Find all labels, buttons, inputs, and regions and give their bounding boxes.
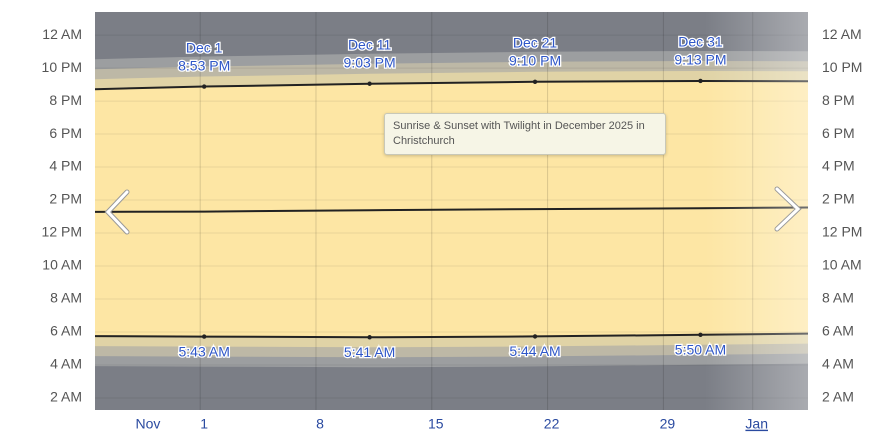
y-tick-label-right: 10 PM: [822, 59, 862, 75]
time-label: 9:13 PM: [674, 52, 726, 68]
y-tick-label: 12 AM: [42, 26, 82, 42]
y-tick-label: 10 PM: [42, 59, 82, 75]
y-tick-label-right: 12 PM: [822, 224, 862, 240]
x-tick-label: 8: [316, 416, 324, 432]
point: [698, 332, 703, 337]
y-tick-label-right: 6 AM: [822, 323, 854, 339]
y-tick-label: 4 AM: [50, 356, 82, 372]
point: [698, 78, 703, 84]
x-tick-label: 15: [428, 416, 444, 432]
date-label: Dec 21: [513, 34, 558, 50]
point: [532, 334, 538, 339]
time-label: 5:44 AM: [509, 343, 560, 359]
date-label: Dec 11: [348, 36, 392, 52]
tooltip: Sunrise & Sunset with Twilight in Decemb…: [384, 113, 666, 155]
prev-arrow-inner[interactable]: [105, 190, 129, 234]
x-tick-label: Jan: [745, 416, 768, 432]
y-tick-label-right: 4 PM: [822, 158, 855, 174]
time-label: 5:43 AM: [178, 343, 229, 359]
time-label: 8:53 PM: [178, 57, 230, 73]
x-tick-label: 22: [544, 416, 560, 432]
x-tick-label: 1: [200, 416, 208, 432]
next-month-shade: [705, 12, 808, 410]
x-tick-label: Nov: [135, 416, 160, 432]
time-label: 5:41 AM: [344, 344, 395, 360]
y-tick-label-right: 2 PM: [822, 191, 855, 207]
y-tick-label: 6 AM: [50, 323, 82, 339]
point: [367, 81, 372, 86]
y-tick-label: 8 PM: [49, 92, 82, 108]
point: [367, 335, 372, 340]
y-tick-label: 4 PM: [49, 158, 82, 174]
point: [201, 334, 207, 339]
time-label: 5:50 AM: [675, 341, 726, 357]
y-tick-label-right: 12 AM: [822, 26, 862, 42]
y-tick-label-right: 4 AM: [822, 356, 854, 372]
y-tick-label-right: 10 AM: [822, 257, 862, 273]
time-label: 9:10 PM: [509, 52, 561, 68]
y-tick-label-right: 8 PM: [822, 92, 855, 108]
y-tick-label: 2 AM: [50, 389, 82, 405]
y-tick-label: 8 AM: [50, 290, 82, 306]
y-tick-label: 6 PM: [49, 125, 82, 141]
point: [532, 79, 538, 84]
y-tick-label: 12 PM: [42, 224, 82, 240]
date-label: Dec 31: [678, 34, 723, 50]
y-tick-label: 2 PM: [49, 191, 82, 207]
y-tick-label-right: 8 AM: [822, 290, 854, 306]
y-tick-label: 10 AM: [42, 257, 82, 273]
y-tick-label-right: 2 AM: [822, 389, 854, 405]
point: [201, 84, 207, 89]
time-label: 9:03 PM: [344, 54, 396, 70]
x-tick-label: 29: [660, 416, 676, 432]
next-arrow-inner[interactable]: [775, 187, 801, 231]
y-tick-label-right: 6 PM: [822, 125, 855, 141]
date-label: Dec 1: [186, 39, 223, 55]
